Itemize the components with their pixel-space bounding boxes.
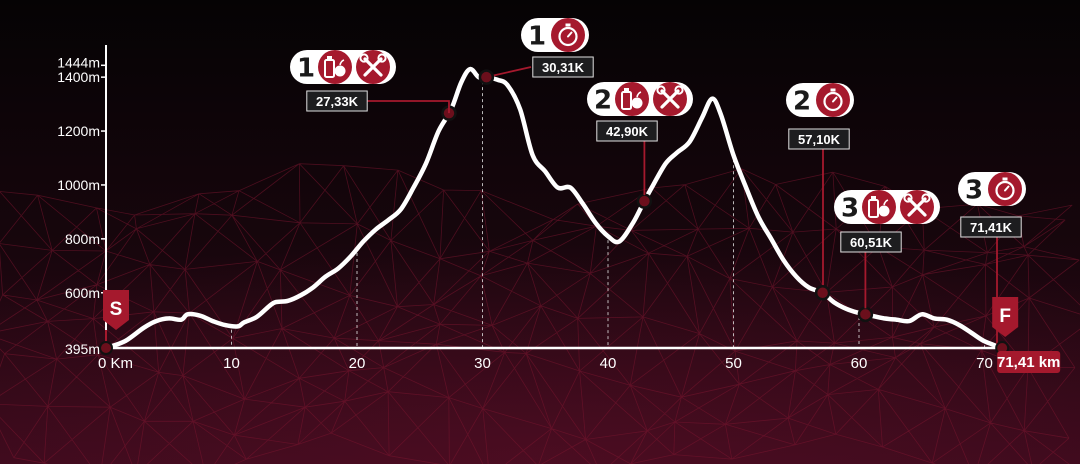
screwdriver-shaft [363, 57, 383, 77]
start-marker [99, 341, 113, 355]
decorative-mesh [0, 163, 1080, 464]
tools-icon [900, 190, 934, 224]
checkpoint-index: 2 [594, 86, 612, 116]
y-tick-label: 1000m [57, 177, 100, 193]
wrench-head-2 [674, 85, 684, 95]
screwdriver-shaft [907, 197, 927, 217]
y-tick-label: 800m [65, 231, 100, 247]
finish-flag: F 71,41 km [992, 297, 1060, 373]
x-tick-label: 50 [725, 355, 742, 372]
apple-shape [334, 65, 346, 77]
distance-label-bg [840, 231, 902, 253]
distance-label: 71,41K [970, 220, 1013, 235]
time-checkpoint: 3 71,41K [958, 172, 1026, 344]
apple-shape [631, 97, 643, 109]
aid-station-marker [636, 193, 653, 209]
wrench-head [359, 53, 369, 63]
start-flag-shape [103, 290, 129, 330]
screwdriver-shaft [660, 89, 680, 109]
wrench-head [656, 85, 666, 95]
bottle-cap [327, 56, 332, 60]
checkpoint-index: 1 [528, 22, 546, 52]
food-drink-icon [615, 82, 649, 116]
tools-icon [653, 82, 687, 116]
stopwatch-face [823, 91, 843, 112]
finish-distance-label: 71,41 km [997, 354, 1060, 371]
distance-label-bg [596, 120, 658, 142]
time-checkpoint: 2 57,10K [786, 83, 854, 301]
finish-label: F [999, 306, 1011, 327]
start-flag: S [99, 290, 129, 355]
wrench-head [903, 193, 913, 203]
x-tick-label: 10 [223, 355, 240, 372]
stopwatch-hand [1004, 185, 1010, 192]
distance-label-bg [306, 90, 368, 112]
start-label: S [110, 299, 123, 320]
stopwatch-hand [567, 31, 573, 38]
x-tick-label: 70 [976, 355, 993, 372]
x-tick-label: 40 [600, 355, 617, 372]
checkpoint-index: 3 [841, 194, 859, 224]
apple-stem [339, 59, 345, 66]
distance-label-bg [788, 128, 850, 150]
y-tick-label: 1444m [57, 54, 100, 70]
stopwatch-crown [830, 88, 836, 92]
aid-station: 2 42,90K [587, 82, 693, 209]
checkpoint-index: 3 [965, 176, 983, 206]
finish-flag-shape [992, 297, 1019, 337]
y-tick-label: 600m [65, 285, 100, 301]
time-checkpoint-marker [478, 69, 495, 85]
time-checkpoint-marker [814, 285, 831, 301]
aid-station-marker [857, 306, 874, 323]
finish-distance-bg [997, 351, 1061, 373]
stopwatch-icon [988, 172, 1022, 206]
stopwatch-face [995, 180, 1015, 201]
x-tick-label: 0 Km [98, 355, 133, 372]
x-tick-label: 60 [851, 355, 868, 372]
distance-label: 57,10K [798, 132, 841, 147]
distance-label-bg [532, 56, 594, 78]
elevation-profile [103, 66, 1005, 351]
food-drink-icon [862, 190, 896, 224]
stopwatch-face [558, 26, 578, 47]
wrench-head-2 [921, 193, 931, 203]
profile-line [103, 66, 1005, 351]
x-tick-label: 20 [349, 355, 366, 372]
mesh-lines [0, 163, 1080, 464]
food-drink-icon [318, 50, 352, 84]
aid-station-connector [367, 100, 450, 114]
annotations: 127,33K 242,90K360,51K130,31K257,10K371,4… [99, 18, 1060, 373]
distance-label: 60,51K [850, 235, 893, 250]
stopwatch-icon [816, 83, 850, 117]
stopwatch-icon [551, 18, 585, 52]
bottle-cap [624, 88, 629, 92]
stopwatch-crown [1002, 177, 1008, 181]
distance-label-bg [960, 216, 1022, 238]
checkpoint-index: 1 [297, 54, 315, 84]
time-checkpoint: 1 30,31K [478, 18, 594, 85]
apple-stem [883, 199, 889, 206]
apple-stem [636, 91, 642, 98]
distance-label: 30,31K [542, 60, 585, 75]
distance-label: 27,33K [316, 94, 359, 109]
aid-station: 127,33K [290, 50, 457, 121]
x-tick-label: 30 [474, 355, 491, 372]
y-tick-label: 1400m [57, 69, 100, 85]
bottle-cap [871, 196, 876, 200]
wrench-head-2 [377, 53, 387, 63]
distance-label: 42,90K [606, 124, 649, 139]
checkpoint-index: 2 [793, 87, 811, 117]
y-tick-label: 395m [65, 341, 100, 357]
tools-icon [356, 50, 390, 84]
apple-shape [878, 205, 890, 217]
stopwatch-hand [832, 96, 838, 103]
stopwatch-crown [565, 23, 571, 27]
y-tick-label: 1200m [57, 123, 100, 139]
aid-station: 3 60,51K [834, 190, 940, 323]
